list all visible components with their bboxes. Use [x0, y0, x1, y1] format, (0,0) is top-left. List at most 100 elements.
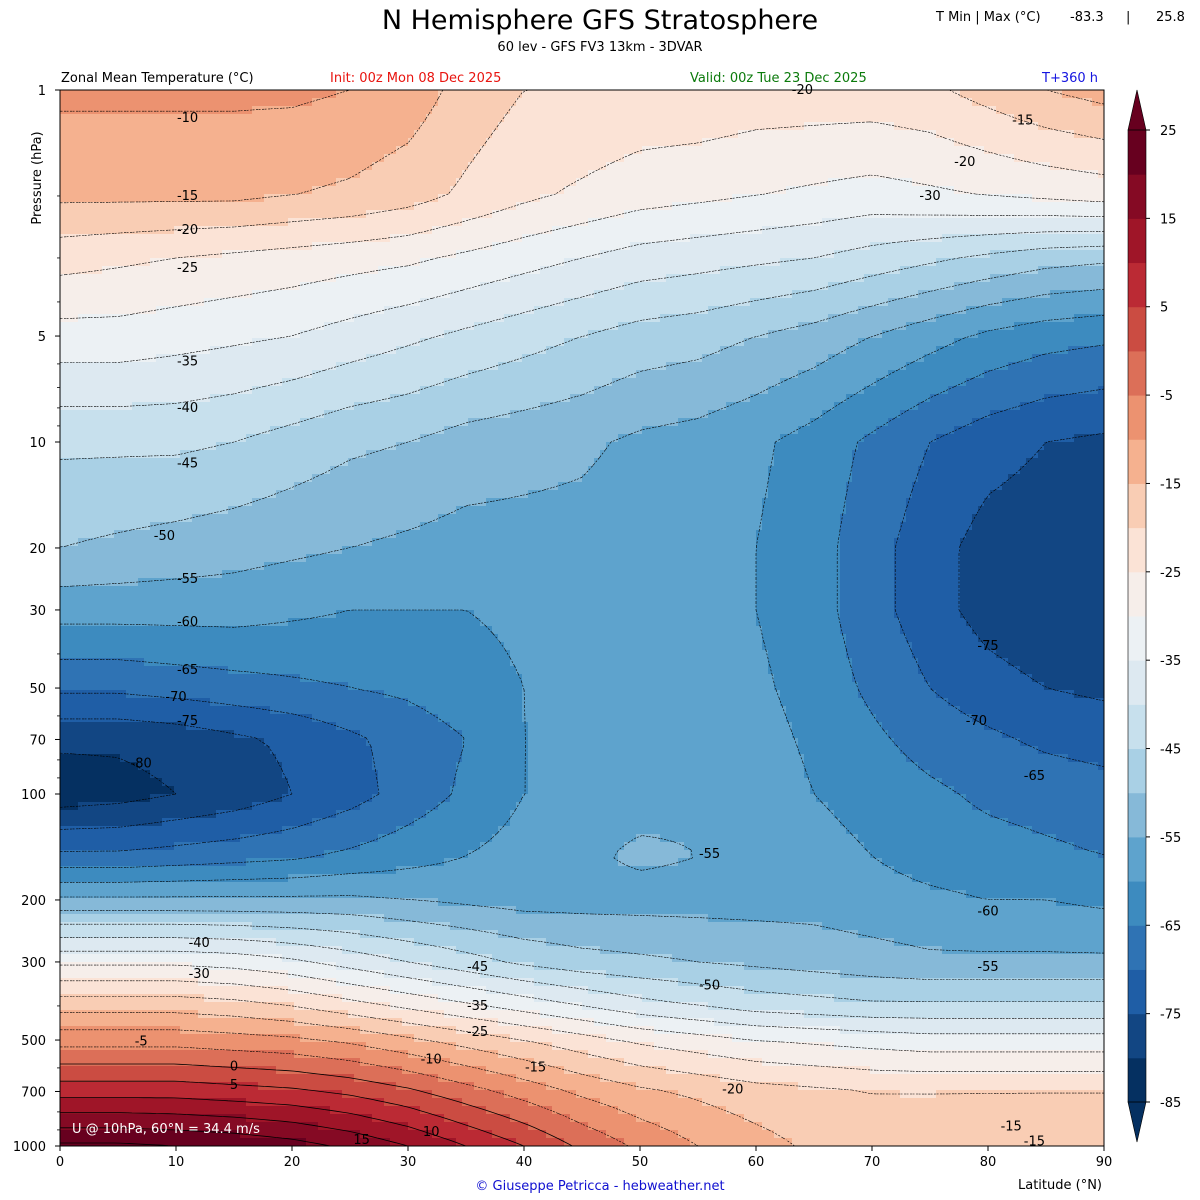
field-cell [432, 250, 439, 259]
field-cell [300, 250, 307, 259]
field-cell [588, 282, 595, 291]
field-cell [84, 122, 91, 131]
field-cell [768, 306, 775, 315]
field-cell [1038, 178, 1045, 187]
field-cell [1038, 226, 1045, 235]
field-cell [1032, 282, 1039, 291]
field-cell [1026, 266, 1033, 275]
field-cell [402, 234, 409, 243]
field-cell [366, 282, 373, 291]
field-cell [168, 194, 175, 203]
field-cell [288, 274, 295, 283]
field-cell [570, 314, 577, 323]
field-cell [366, 218, 373, 227]
field-cell [810, 210, 817, 219]
field-cell [486, 130, 493, 139]
field-cell [846, 138, 853, 147]
field-cell [888, 162, 895, 171]
field-cell [708, 266, 715, 275]
field-cell [654, 242, 661, 251]
field-cell [1002, 106, 1009, 115]
field-cell [774, 130, 781, 139]
field-cell [210, 146, 217, 155]
field-cell [186, 250, 193, 259]
field-cell [1062, 106, 1069, 115]
field-cell [60, 250, 67, 259]
field-cell [294, 194, 301, 203]
field-cell [792, 170, 799, 179]
field-cell [570, 122, 577, 131]
field-cell [984, 170, 991, 179]
field-cell [984, 146, 991, 155]
field-cell [930, 282, 937, 291]
field-cell [786, 290, 793, 299]
field-cell [390, 266, 397, 275]
field-cell [810, 130, 817, 139]
field-cell [1080, 218, 1087, 227]
field-cell [1080, 122, 1087, 131]
field-cell [270, 170, 277, 179]
field-cell [774, 170, 781, 179]
field-cell [216, 130, 223, 139]
field-cell [474, 122, 481, 131]
field-cell [114, 290, 121, 299]
field-cell [606, 106, 613, 115]
field-cell [936, 242, 943, 251]
field-cell [426, 242, 433, 251]
field-cell [738, 170, 745, 179]
field-cell [1092, 138, 1099, 147]
field-cell [180, 210, 187, 219]
field-cell [90, 258, 97, 267]
field-cell [546, 130, 553, 139]
field-cell [276, 186, 283, 195]
field-cell [972, 226, 979, 235]
field-cell [1098, 162, 1104, 171]
field-cell [636, 290, 643, 299]
field-cell [96, 242, 103, 251]
field-cell [132, 98, 139, 107]
field-cell [690, 234, 697, 243]
field-cell [570, 242, 577, 251]
field-cell [402, 242, 409, 251]
field-cell [378, 306, 385, 315]
field-cell [732, 106, 739, 115]
field-cell [216, 290, 223, 299]
field-cell [492, 138, 499, 147]
field-cell [534, 282, 541, 291]
field-cell [216, 250, 223, 259]
field-cell [270, 162, 277, 171]
field-cell [912, 114, 919, 123]
field-cell [930, 130, 937, 139]
field-cell [714, 162, 721, 171]
field-cell [540, 154, 547, 163]
field-cell [1050, 186, 1057, 195]
field-cell [234, 122, 241, 131]
field-cell [540, 178, 547, 187]
field-cell [1044, 298, 1051, 307]
field-cell [990, 178, 997, 187]
field-cell [444, 250, 451, 259]
field-cell [204, 218, 211, 227]
field-cell [1050, 122, 1057, 131]
field-cell [1068, 234, 1075, 243]
field-cell [942, 186, 949, 195]
field-cell [174, 146, 181, 155]
field-cell [690, 298, 697, 307]
field-cell [528, 114, 535, 123]
field-cell [426, 106, 433, 115]
field-cell [900, 154, 907, 163]
field-cell [726, 178, 733, 187]
field-cell [894, 306, 901, 315]
field-cell [498, 274, 505, 283]
field-cell [570, 146, 577, 155]
field-cell [198, 138, 205, 147]
field-cell [756, 138, 763, 147]
field-cell [366, 250, 373, 259]
field-cell [858, 290, 865, 299]
field-cell [486, 218, 493, 227]
field-cell [204, 162, 211, 171]
field-cell [702, 266, 709, 275]
field-cell [666, 98, 673, 107]
field-cell [210, 138, 217, 147]
field-cell [594, 290, 601, 299]
